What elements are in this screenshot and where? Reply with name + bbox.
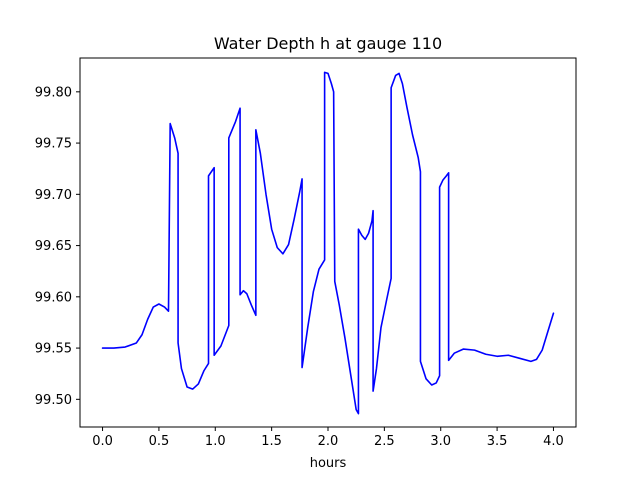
x-tick-label: 4.0 — [543, 434, 564, 449]
y-tick-label: 99.75 — [35, 137, 72, 152]
y-tick-label: 99.80 — [35, 85, 72, 100]
x-tick-label: 1.5 — [261, 434, 282, 449]
x-tick-label: 2.0 — [318, 434, 339, 449]
x-tick-label: 3.5 — [487, 434, 508, 449]
x-tick-label: 2.5 — [374, 434, 395, 449]
y-axis: 99.50 99.55 99.60 99.65 99.70 99.75 99.80 — [35, 85, 80, 408]
y-tick-label: 99.50 — [35, 393, 72, 408]
y-tick-label: 99.65 — [35, 239, 72, 254]
y-tick-label: 99.55 — [35, 342, 72, 357]
x-axis: 0.0 0.5 1.0 1.5 2.0 2.5 3.0 3.5 4.0 — [92, 427, 564, 449]
y-tick-label: 99.60 — [35, 290, 72, 305]
series-layer — [101, 71, 555, 415]
y-tick-label: 99.70 — [35, 188, 72, 203]
x-tick-label: 0.5 — [149, 434, 170, 449]
x-axis-label: hours — [310, 456, 347, 471]
x-tick-label: 1.0 — [205, 434, 226, 449]
chart-title: Water Depth h at gauge 110 — [214, 34, 442, 53]
series-line-0 — [101, 71, 555, 415]
x-tick-label: 3.0 — [430, 434, 451, 449]
x-tick-label: 0.0 — [92, 434, 113, 449]
